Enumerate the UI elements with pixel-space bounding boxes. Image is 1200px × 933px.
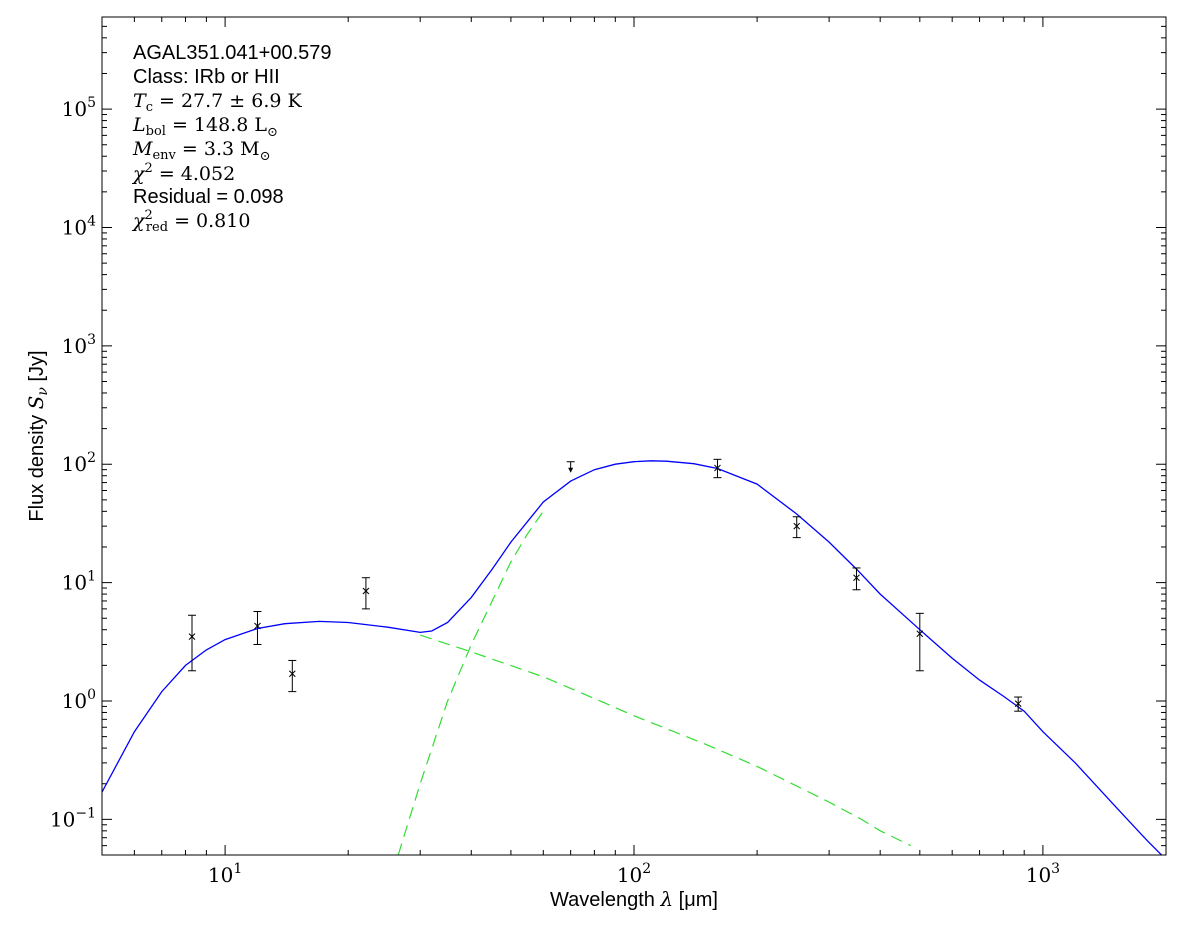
data-point bbox=[188, 614, 197, 672]
data-point bbox=[915, 612, 924, 672]
y-tick-label: 10−1 bbox=[50, 805, 96, 831]
axis-tick-labels: 101 102 103 10−1 100 101 102 103 104 105 bbox=[50, 95, 1060, 887]
residual-label: Residual = 0.098 bbox=[133, 186, 284, 208]
y-tick-label: 101 bbox=[62, 569, 96, 595]
x-marker bbox=[714, 464, 721, 472]
chi-squared-label: χ2 = 4.052 bbox=[131, 161, 235, 185]
y-tick-label: 102 bbox=[62, 450, 96, 476]
plot-area bbox=[102, 17, 1166, 855]
luminosity-label: Lbol = 148.8 L⊙ bbox=[132, 114, 278, 140]
data-point bbox=[1014, 696, 1023, 712]
total-fit-line bbox=[102, 460, 1162, 855]
source-class: Class: IRb or HII bbox=[133, 66, 280, 88]
x-tick-label: 103 bbox=[1026, 861, 1060, 887]
x-marker bbox=[188, 633, 196, 640]
y-axis-label: Flux density Sν [Jy] bbox=[24, 350, 51, 521]
data-point bbox=[288, 659, 297, 693]
x-marker bbox=[362, 587, 370, 595]
x-marker bbox=[254, 622, 261, 630]
axis-ticks bbox=[101, 16, 1167, 856]
reduced-chi-squared-label: χ2 red = 0.810 bbox=[131, 208, 250, 235]
data-point bbox=[361, 577, 370, 610]
x-marker bbox=[916, 630, 924, 638]
temperature-label: Tc = 27.7 ± 6.9 K bbox=[133, 90, 303, 115]
x-marker bbox=[288, 670, 296, 678]
data-points bbox=[188, 458, 1023, 712]
x-axis-label: Wavelength λ [μm] bbox=[550, 887, 718, 911]
data-point bbox=[792, 516, 801, 539]
x-tick-label: 102 bbox=[617, 861, 651, 887]
x-marker bbox=[793, 522, 801, 530]
warm-component-line bbox=[420, 634, 911, 847]
y-tick-label: 103 bbox=[62, 332, 96, 358]
envelope-mass-label: Menv = 3.3 M⊙ bbox=[132, 138, 271, 164]
upper-limit-point bbox=[566, 461, 575, 473]
x-marker bbox=[1014, 700, 1022, 707]
data-point bbox=[852, 567, 861, 591]
source-name: AGAL351.041+00.579 bbox=[133, 42, 332, 64]
y-tick-label: 105 bbox=[62, 95, 96, 121]
upper-limit-arrowhead bbox=[568, 467, 574, 473]
y-tick-label: 100 bbox=[62, 687, 96, 713]
data-point bbox=[253, 611, 262, 646]
y-tick-label: 104 bbox=[62, 213, 96, 239]
fit-annotations: AGAL351.041+00.579 Class: IRb or HII Tc … bbox=[131, 42, 332, 235]
x-tick-label: 101 bbox=[208, 861, 242, 887]
cold-component-line bbox=[397, 510, 544, 855]
x-marker bbox=[853, 574, 860, 582]
plot-frame bbox=[101, 16, 1167, 856]
data-point bbox=[713, 458, 722, 479]
